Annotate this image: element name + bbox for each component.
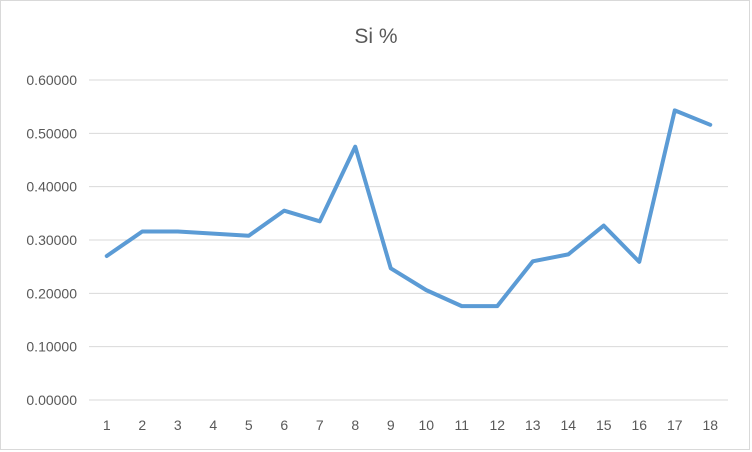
x-tick-label: 3 [174,417,182,433]
x-tick-label: 12 [489,417,505,433]
y-tick-label: 0.00000 [26,392,77,408]
y-tick-label: 0.20000 [26,285,77,301]
x-tick-label: 13 [525,417,541,433]
x-tick-label: 2 [138,417,146,433]
y-tick-label: 0.40000 [26,179,77,195]
x-axis-ticks: 1 2 3 4 5 6 7 8 9 10 11 12 13 14 15 16 17 18 [103,417,718,433]
x-tick-label: 1 [103,417,111,433]
x-tick-label: 7 [316,417,324,433]
x-tick-label: 16 [631,417,647,433]
y-axis-ticks: 0.00000 0.10000 0.20000 0.30000 0.40000 0.500… [26,72,77,408]
x-tick-label: 14 [560,417,576,433]
x-tick-label: 8 [351,417,359,433]
x-tick-label: 10 [418,417,434,433]
y-tick-label: 0.30000 [26,232,77,248]
series-group [104,108,713,309]
x-tick-label: 11 [454,417,469,433]
x-tick-label: 5 [245,417,253,433]
x-tick-label: 6 [280,417,288,433]
x-tick-label: 9 [387,417,395,433]
series-line-0 [104,108,713,309]
y-tick-label: 0.60000 [26,72,77,88]
x-tick-label: 18 [702,417,718,433]
y-tick-label: 0.10000 [26,339,77,355]
x-tick-label: 4 [209,417,217,433]
x-tick-label: 15 [596,417,612,433]
x-tick-label: 17 [667,417,683,433]
chart-title: Si % [354,25,397,48]
y-tick-label: 0.50000 [26,125,77,141]
gridlines [89,79,728,401]
